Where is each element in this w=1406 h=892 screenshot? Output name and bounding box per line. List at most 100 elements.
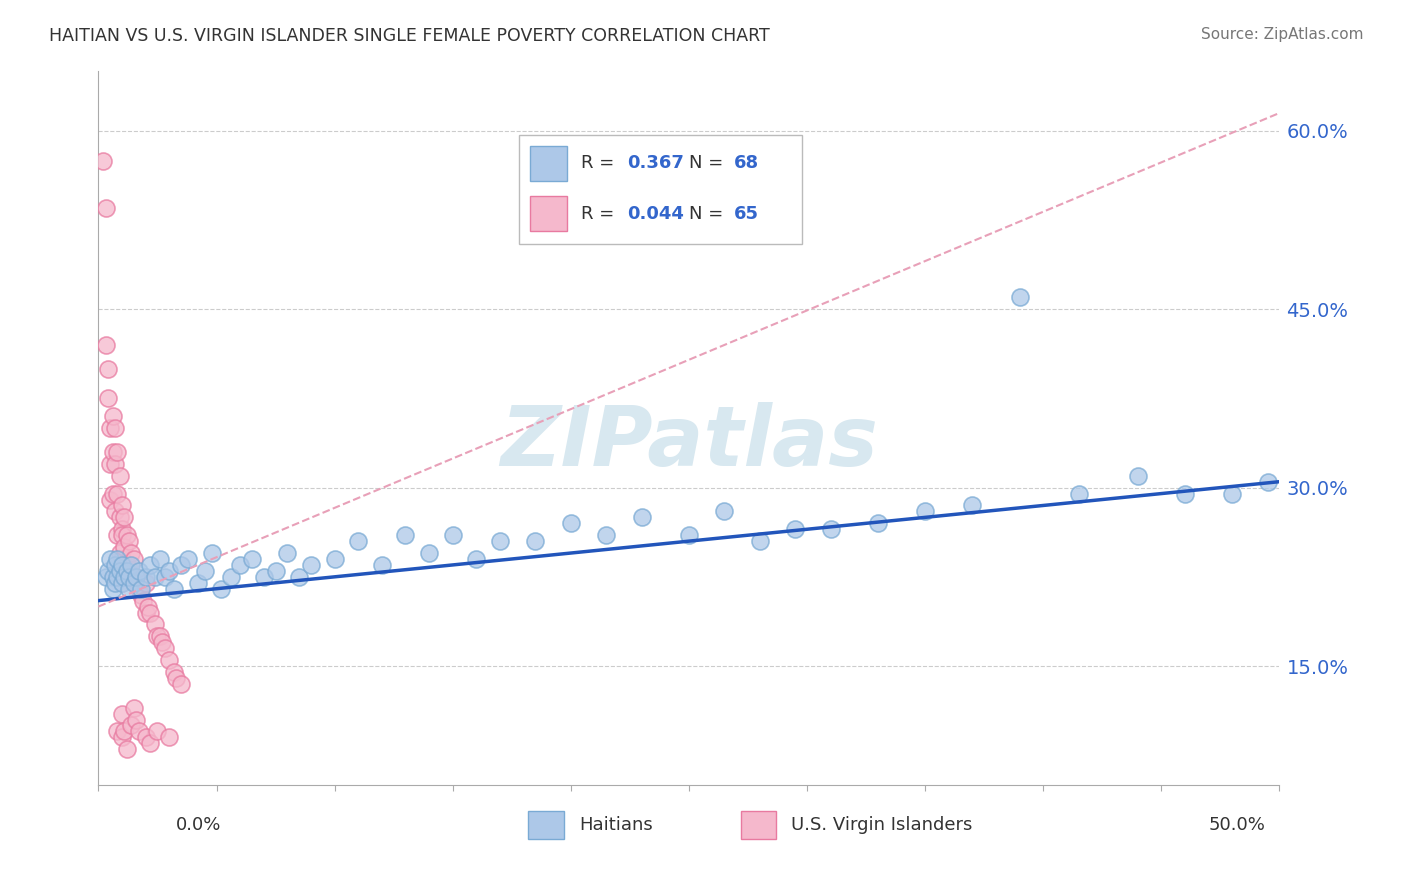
Point <box>139 558 162 572</box>
Point <box>288 570 311 584</box>
Point <box>785 522 807 536</box>
Point <box>194 564 217 578</box>
Point <box>128 582 150 596</box>
Point <box>105 552 128 566</box>
Point <box>1220 486 1243 500</box>
Point <box>524 534 547 549</box>
Point <box>118 570 141 584</box>
Point <box>111 706 134 721</box>
Point <box>153 641 176 656</box>
Point <box>125 570 148 584</box>
Point <box>1008 290 1031 304</box>
Point <box>105 528 128 542</box>
Point <box>135 570 157 584</box>
Point <box>101 445 124 459</box>
Point <box>101 486 124 500</box>
Point <box>98 492 121 507</box>
Point <box>115 528 138 542</box>
Text: Haitians: Haitians <box>579 816 652 834</box>
Point <box>1174 486 1197 500</box>
Point <box>125 570 148 584</box>
Point <box>441 528 464 542</box>
Point <box>264 564 287 578</box>
Point <box>187 575 209 590</box>
Point <box>129 582 152 596</box>
Point <box>157 653 180 667</box>
Point <box>112 564 135 578</box>
Point <box>121 558 143 572</box>
Point <box>299 558 322 572</box>
Point <box>105 445 128 459</box>
Point <box>489 534 512 549</box>
Point <box>104 558 127 572</box>
Point <box>111 575 134 590</box>
Point <box>1067 486 1090 500</box>
Text: N =: N = <box>689 154 728 172</box>
Point <box>229 558 252 572</box>
Point <box>157 564 180 578</box>
Point <box>139 606 162 620</box>
Point <box>128 724 150 739</box>
Point <box>143 617 166 632</box>
Point <box>91 153 114 168</box>
Point <box>104 457 127 471</box>
Bar <box>530 196 567 231</box>
Text: U.S. Virgin Islanders: U.S. Virgin Islanders <box>792 816 973 834</box>
Point <box>101 409 124 424</box>
Point <box>914 504 936 518</box>
Point <box>1126 468 1149 483</box>
Point <box>177 552 200 566</box>
Point <box>118 534 141 549</box>
Point <box>132 593 155 607</box>
Point <box>112 724 135 739</box>
Point <box>105 486 128 500</box>
Text: 50.0%: 50.0% <box>1209 816 1265 834</box>
Point <box>111 558 134 572</box>
Point <box>118 582 141 596</box>
Text: ZIPatlas: ZIPatlas <box>501 402 877 483</box>
Point <box>125 713 148 727</box>
Point <box>111 552 134 566</box>
Point <box>371 558 394 572</box>
Point <box>112 510 135 524</box>
Point <box>560 516 582 531</box>
Point <box>115 558 138 572</box>
Point <box>157 731 180 745</box>
Point <box>253 570 276 584</box>
Point <box>98 421 121 435</box>
Text: N =: N = <box>689 204 728 223</box>
Point <box>163 665 186 679</box>
Bar <box>741 811 776 839</box>
Text: 0.367: 0.367 <box>627 154 683 172</box>
Text: R =: R = <box>581 204 620 223</box>
Point <box>94 570 117 584</box>
Point <box>122 700 145 714</box>
Point <box>866 516 889 531</box>
Point <box>276 546 298 560</box>
Point <box>465 552 488 566</box>
Text: HAITIAN VS U.S. VIRGIN ISLANDER SINGLE FEMALE POVERTY CORRELATION CHART: HAITIAN VS U.S. VIRGIN ISLANDER SINGLE F… <box>49 27 770 45</box>
Point <box>209 582 232 596</box>
Point <box>128 564 150 578</box>
Point <box>122 552 145 566</box>
Point <box>111 528 134 542</box>
Point <box>135 575 157 590</box>
Point <box>136 599 159 614</box>
Point <box>118 570 141 584</box>
Point <box>962 499 984 513</box>
Point <box>94 201 117 215</box>
Point <box>595 528 617 542</box>
Text: Source: ZipAtlas.com: Source: ZipAtlas.com <box>1201 27 1364 42</box>
Bar <box>529 811 564 839</box>
Point <box>97 361 120 376</box>
Point <box>98 457 121 471</box>
Point <box>111 575 134 590</box>
Point <box>146 629 169 643</box>
Point <box>108 468 131 483</box>
Text: 0.044: 0.044 <box>627 204 683 223</box>
Point <box>98 552 121 566</box>
Text: 65: 65 <box>734 204 759 223</box>
Point <box>143 570 166 584</box>
Point <box>153 570 176 584</box>
Point <box>1257 475 1279 489</box>
